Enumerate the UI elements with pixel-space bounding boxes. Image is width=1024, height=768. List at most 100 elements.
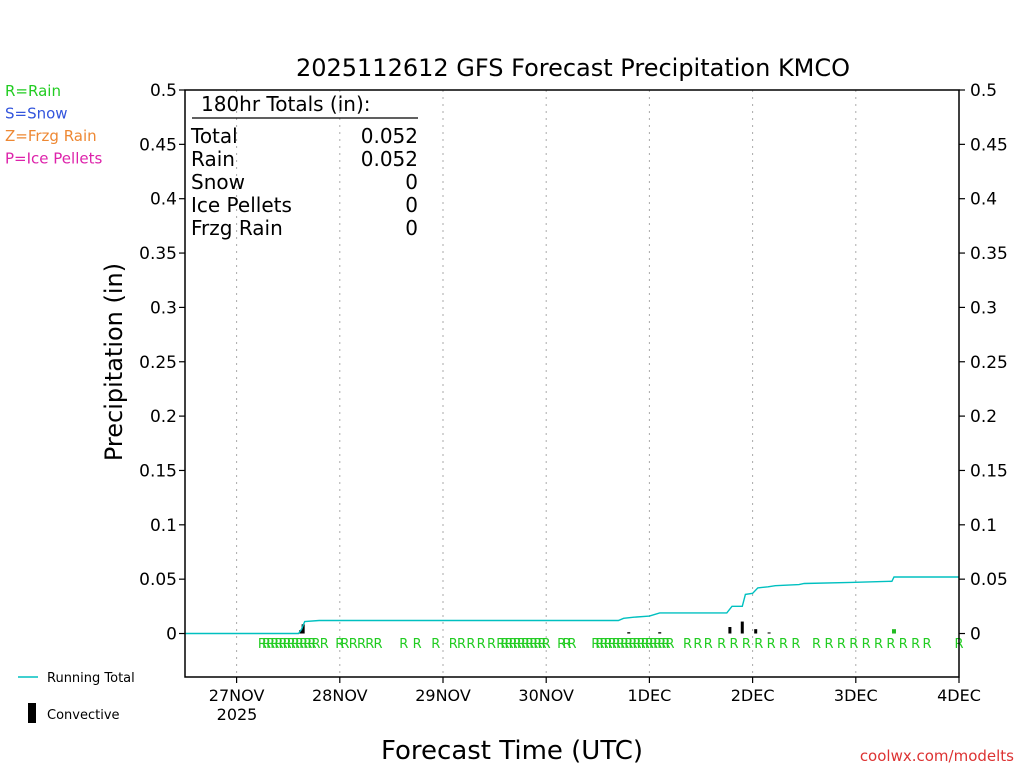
y-tick-label-right: 0.15 [970, 461, 1008, 481]
running-total-line [185, 576, 959, 635]
gridlines [236, 90, 857, 677]
y-axis-title: Precipitation (in) [100, 263, 128, 461]
x-axis: 27NOV 28NOV 29NOV 30NOV 1DEC 2DEC 3DEC 4DEC [209, 677, 981, 705]
totals-box: 180hr Totals (in): Total 0.052 Rain 0.052 Sn… [190, 92, 418, 240]
x-tick-label: 4DEC [937, 686, 981, 705]
rain-marker: R [661, 637, 670, 652]
year-label: 2025 [217, 705, 258, 724]
rain-marker: R [258, 637, 267, 652]
rain-marker: R [413, 637, 422, 652]
x-tick-label: 30NOV [518, 686, 574, 705]
y-tick-label-left: 0 [166, 625, 177, 645]
rain-marker: R [693, 637, 702, 652]
rain-marker: R [357, 637, 366, 652]
rain-marker: R [628, 637, 637, 652]
precip-type-legend-entry: P=Ice Pellets [5, 150, 102, 168]
rain-marker: R [279, 637, 288, 652]
rain-marker: R [599, 637, 608, 652]
totals-row-label: Snow [191, 170, 245, 194]
totals-row-label: Frzg Rain [191, 216, 283, 240]
rain-marker: R [767, 637, 776, 652]
rain-marker: R [542, 637, 551, 652]
totals-row-value: 0 [405, 216, 418, 240]
rain-marker: R [291, 637, 300, 652]
rain-marker: R [742, 637, 751, 652]
y-axis-right: 0 0.05 0.1 0.15 0.2 0.25 0.3 0.35 0.4 0.45 0.5 [959, 81, 1008, 645]
y-tick-label-left: 0.1 [150, 516, 177, 536]
rain-marker: R [365, 637, 374, 652]
rain-marker: R [262, 637, 271, 652]
rain-marker: R [449, 637, 458, 652]
y-tick-label-right: 0.1 [970, 516, 997, 536]
totals-heading: 180hr Totals (in): [201, 92, 371, 116]
y-tick-label-left: 0.5 [150, 81, 177, 101]
x-tick-label: 27NOV [209, 686, 265, 705]
rain-marker: R [505, 637, 514, 652]
rain-marker: R [312, 637, 321, 652]
rain-marker: R [704, 637, 713, 652]
totals-row-value: 0 [405, 193, 418, 217]
rain-marker: R [466, 637, 475, 652]
rain-marker: R [538, 637, 547, 652]
rain-marker: R [340, 637, 349, 652]
x-axis-title: Forecast Time (UTC) [381, 736, 643, 766]
rain-marker: R [641, 637, 650, 652]
rain-marker: R [509, 637, 518, 652]
y-tick-label-left: 0.15 [139, 461, 177, 481]
rain-marker: R [521, 637, 530, 652]
rain-marker: R [525, 637, 534, 652]
rain-marker: R [303, 637, 312, 652]
rain-marker: R [812, 637, 821, 652]
y-tick-label-right: 0.25 [970, 353, 1008, 373]
convective-legend-swatch [28, 703, 36, 723]
y-tick-label-left: 0.05 [139, 570, 177, 590]
rain-marker: R [717, 637, 726, 652]
y-tick-label-right: 0.2 [970, 407, 997, 427]
chart-title: 2025112612 GFS Forecast Precipitation KM… [296, 54, 850, 82]
totals-row-value: 0.052 [361, 124, 418, 148]
precip-type-legend-entry: Z=Frzg Rain [5, 127, 97, 145]
rain-marker: R [283, 637, 292, 652]
rain-marker: R [562, 637, 571, 652]
rain-marker: R [616, 637, 625, 652]
rain-marker: R [513, 637, 522, 652]
running-total-legend-label: Running Total [47, 671, 135, 686]
rain-marker: R [529, 637, 538, 652]
rain-marker: R [886, 637, 895, 652]
y-tick-label-right: 0 [970, 625, 981, 645]
rain-marker: R [320, 637, 329, 652]
y-tick-label-right: 0.5 [970, 81, 997, 101]
precip-type-legend-entry: R=Rain [5, 82, 61, 100]
rain-marker: R [754, 637, 763, 652]
rain-marker: R [637, 637, 646, 652]
convective-bar [740, 621, 744, 634]
y-tick-label-right: 0.4 [970, 190, 997, 210]
convective-legend-label: Convective [47, 708, 120, 723]
rain-marker: R [612, 637, 621, 652]
rain-marker: R [274, 637, 283, 652]
precip-bars [299, 621, 896, 634]
convective-bar [301, 624, 305, 634]
y-axis-left: 0 0.05 0.1 0.15 0.2 0.25 0.3 0.35 0.4 0.45 0.5 [139, 81, 185, 645]
precip-type-legend-entry: S=Snow [5, 105, 68, 123]
rain-marker: R [557, 637, 566, 652]
convective-bar [728, 626, 732, 634]
rain-marker: R [517, 637, 526, 652]
rain-marker: R [649, 637, 658, 652]
rain-marker: R [266, 637, 275, 652]
convective-bar [767, 632, 771, 634]
x-tick-label: 2DEC [731, 686, 775, 705]
rain-marker: R [620, 637, 629, 652]
rain-marker: R [270, 637, 279, 652]
convective-bar [754, 629, 758, 634]
rain-marker: R [335, 637, 344, 652]
totals-row-value: 0 [405, 170, 418, 194]
y-tick-label-left: 0.35 [139, 244, 177, 264]
rain-marker: R [849, 637, 858, 652]
x-tick-label: 29NOV [415, 686, 471, 705]
rain-marker: R [911, 637, 920, 652]
totals-row-value: 0.052 [361, 147, 418, 171]
y-tick-label-right: 0.3 [970, 298, 997, 318]
